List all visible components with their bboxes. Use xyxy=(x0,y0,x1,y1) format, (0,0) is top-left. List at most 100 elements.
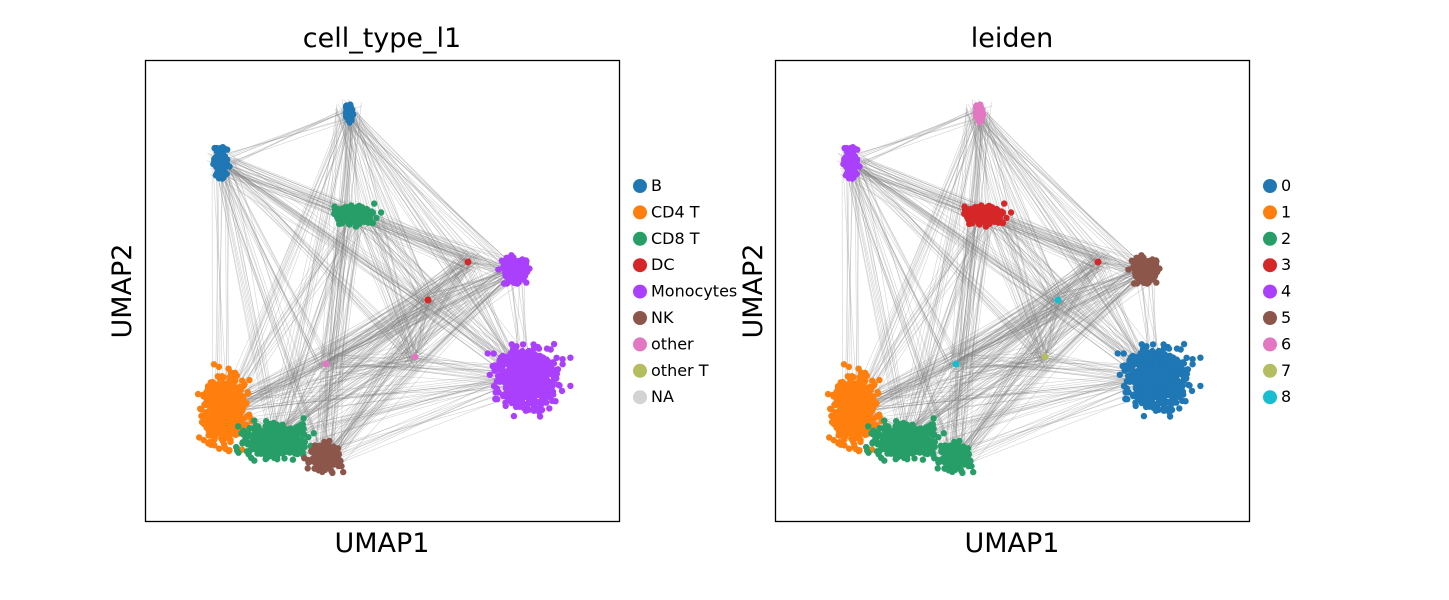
graph-edge xyxy=(230,265,521,408)
graph-edge xyxy=(283,255,465,442)
legend-marker xyxy=(633,205,647,220)
scatter-point xyxy=(1168,364,1175,371)
graph-edge xyxy=(323,252,473,467)
graph-edge xyxy=(224,172,276,445)
graph-edge xyxy=(353,116,431,293)
scatter-point xyxy=(258,438,266,445)
scatter-point xyxy=(1159,364,1167,371)
graph-edge xyxy=(343,113,530,383)
graph-edge xyxy=(433,269,467,291)
graph-edge xyxy=(321,356,415,458)
legend-marker xyxy=(633,179,647,193)
graph-edge xyxy=(330,292,439,453)
graph-edge xyxy=(227,167,331,371)
scatter-point xyxy=(980,210,987,218)
graph-edge xyxy=(413,273,510,347)
graph-edge xyxy=(220,108,355,160)
scatter-point xyxy=(1197,382,1204,390)
graph-edge xyxy=(208,153,529,372)
scatter-point xyxy=(985,206,993,213)
scatter-point xyxy=(246,376,253,384)
graph-edge xyxy=(273,294,441,435)
graph-edge xyxy=(343,99,515,271)
scatter-point xyxy=(525,393,532,400)
legend-marker xyxy=(633,231,647,246)
graph-edge xyxy=(222,274,510,408)
graph-edge xyxy=(328,369,408,459)
graph-edge xyxy=(334,295,436,371)
scatter-point xyxy=(490,350,497,357)
graph-edge xyxy=(315,260,507,454)
graph-edge xyxy=(344,115,467,263)
scatter-point xyxy=(1166,375,1174,382)
graph-edge xyxy=(232,209,371,400)
graph-edge xyxy=(346,116,512,275)
scatter-point xyxy=(340,468,347,476)
scatter-point xyxy=(244,389,251,396)
graph-edge xyxy=(318,213,358,462)
graph-edge xyxy=(216,160,530,380)
scatter-point xyxy=(344,109,351,116)
scatter-point xyxy=(484,350,491,357)
scatter-point xyxy=(1147,267,1154,274)
graph-edge xyxy=(356,214,414,356)
graph-edge xyxy=(216,156,416,348)
graph-edge xyxy=(274,306,436,436)
graph-edge xyxy=(207,152,403,354)
graph-edge xyxy=(226,371,535,410)
graph-edge xyxy=(320,111,351,461)
scatter-point xyxy=(328,460,335,468)
scatter-point xyxy=(849,144,856,151)
graph-edge xyxy=(326,212,361,470)
scatter-point xyxy=(1139,389,1147,396)
scatter-point xyxy=(219,144,226,151)
scatter-point xyxy=(218,429,226,437)
graph-edge xyxy=(319,262,476,375)
scatter-point xyxy=(348,202,355,209)
scatter-point xyxy=(1114,350,1121,357)
graph-edge xyxy=(263,370,529,437)
graph-edge xyxy=(350,117,517,268)
scatter-point xyxy=(531,379,539,387)
legend-label: DC xyxy=(651,255,675,274)
legend-marker xyxy=(633,284,647,299)
scatter-point xyxy=(220,158,227,165)
scatter-point xyxy=(197,405,204,412)
graph-edge xyxy=(224,356,412,403)
graph-edge xyxy=(348,123,361,204)
graph-edge xyxy=(271,305,435,446)
graph-edge xyxy=(326,272,520,368)
graph-edge xyxy=(346,208,413,364)
scatter-point xyxy=(252,429,259,437)
scatter-point xyxy=(1122,395,1129,403)
graph-edge xyxy=(316,109,351,472)
scatter-point xyxy=(206,394,213,401)
graph-edge xyxy=(334,207,351,366)
scatter-point xyxy=(971,208,978,215)
graph-edge xyxy=(226,165,538,371)
graph-edge xyxy=(285,107,338,444)
graph-edge xyxy=(268,346,406,438)
scatter-point xyxy=(1182,373,1189,381)
scatter-point xyxy=(225,416,233,423)
scatter-point xyxy=(544,390,551,397)
graph-edge xyxy=(271,212,357,440)
graph-edge xyxy=(325,369,329,454)
graph-edge xyxy=(223,157,412,360)
scatter-point xyxy=(492,363,499,370)
scatter-point xyxy=(1152,407,1160,414)
graph-edge xyxy=(226,262,473,419)
graph-edge xyxy=(278,265,469,431)
graph-edge xyxy=(228,163,337,463)
graph-edge xyxy=(425,272,512,359)
graph-edge xyxy=(226,377,528,425)
scatter-point xyxy=(246,447,254,454)
scatter-point xyxy=(503,374,511,382)
graph-edge xyxy=(225,166,323,456)
scatter-point xyxy=(245,432,252,439)
scatter-point xyxy=(1173,369,1180,376)
graph-edge xyxy=(270,293,442,439)
graph-edge xyxy=(209,117,356,170)
scatter-point xyxy=(1147,391,1154,398)
scatter-point xyxy=(220,406,227,413)
